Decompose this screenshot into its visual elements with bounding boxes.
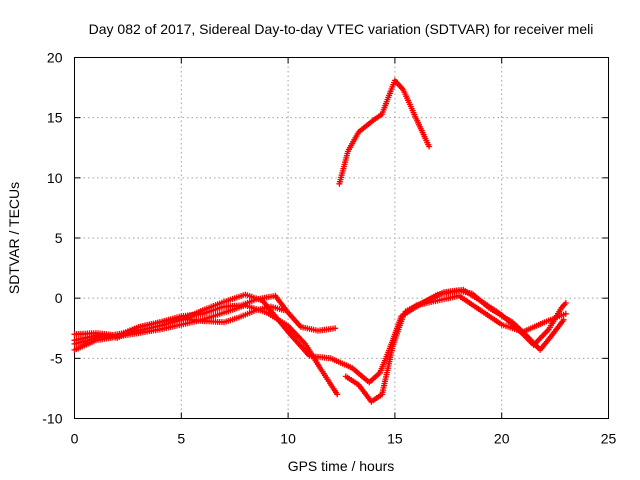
data-series [71, 77, 569, 405]
y-tick-label: -5 [50, 350, 63, 366]
axis-ticks: 0 5 10 15 20 25 -10 -5 0 5 10 15 20 [42, 50, 616, 447]
y-tick-label: 0 [55, 290, 63, 306]
x-tick-label: 15 [387, 431, 403, 447]
x-tick-label: 0 [71, 431, 79, 447]
y-axis-title: SDTVAR / TECUs [6, 182, 22, 294]
series-7 [336, 77, 433, 187]
series-point-markers [71, 303, 287, 339]
y-tick-label: 15 [47, 110, 63, 126]
y-tick-label: 20 [47, 50, 63, 66]
x-tick-label: 25 [601, 431, 617, 447]
series-point-markers [402, 286, 569, 349]
series-6 [402, 286, 569, 349]
series-point-markers [336, 77, 433, 187]
y-tick-label: -10 [42, 411, 62, 427]
y-tick-label: 5 [55, 230, 63, 246]
chart-title: Day 082 of 2017, Sidereal Day-to-day VTE… [89, 21, 594, 37]
series-4 [71, 303, 287, 339]
y-tick-label: 10 [47, 170, 63, 186]
x-tick-label: 10 [280, 431, 296, 447]
x-tick-label: 5 [177, 431, 185, 447]
series-2 [71, 291, 569, 386]
x-tick-label: 20 [494, 431, 510, 447]
x-axis-title: GPS time / hours [288, 458, 395, 474]
